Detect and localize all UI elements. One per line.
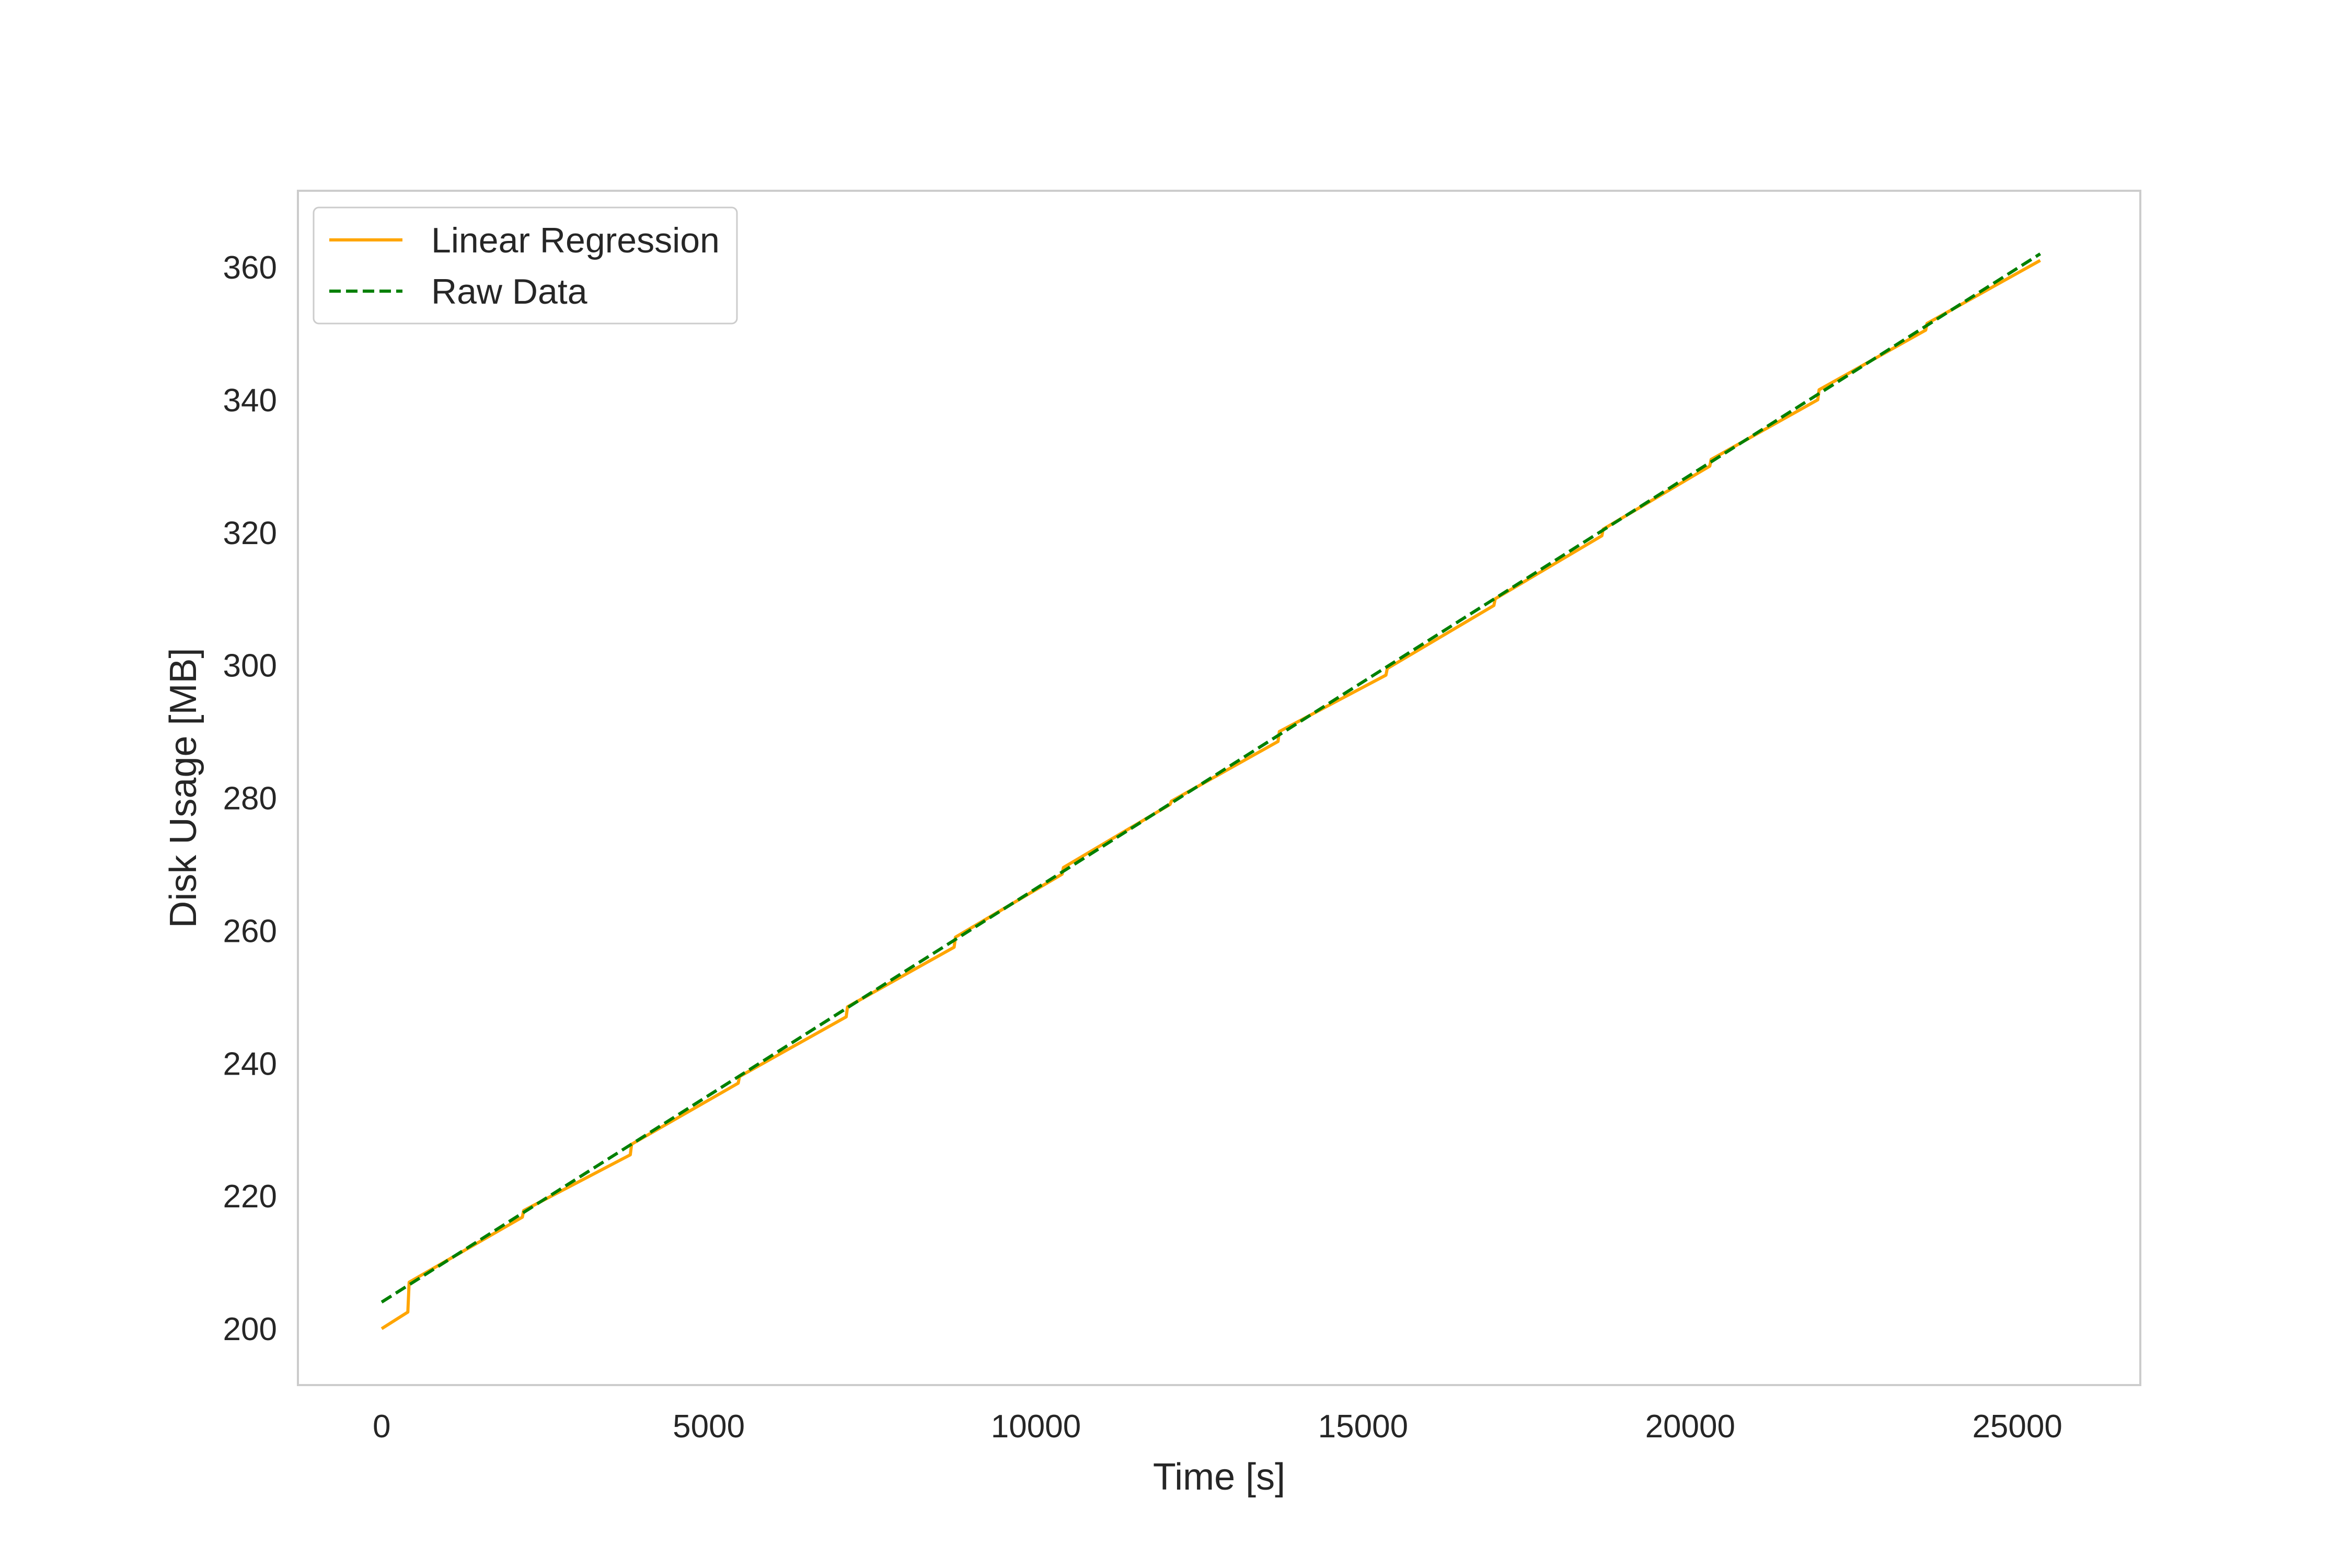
legend-label: Raw Data xyxy=(431,272,587,312)
y-tick-label: 280 xyxy=(223,781,277,817)
y-tick-label: 340 xyxy=(223,383,277,419)
x-tick-label: 15000 xyxy=(1318,1409,1408,1445)
y-axis-ticks: 200 220 240 260 280 300 320 340 360 xyxy=(223,250,277,1347)
y-tick-label: 220 xyxy=(223,1179,277,1215)
legend: Linear Regression Raw Data xyxy=(313,206,738,325)
y-tick-label: 300 xyxy=(223,648,277,684)
y-tick-label: 320 xyxy=(223,515,277,551)
x-axis-label: Time [s] xyxy=(1153,1456,1285,1498)
x-tick-label: 25000 xyxy=(1972,1409,2062,1445)
y-tick-label: 260 xyxy=(223,913,277,949)
y-axis-label: Disk Usage [MB] xyxy=(163,648,204,928)
x-tick-label: 0 xyxy=(373,1409,390,1445)
y-tick-label: 360 xyxy=(223,250,277,286)
y-tick-label: 200 xyxy=(223,1311,277,1347)
x-tick-label: 10000 xyxy=(991,1409,1081,1445)
x-tick-label: 20000 xyxy=(1645,1409,1735,1445)
series-line-raw-data xyxy=(381,252,2042,1304)
legend-box xyxy=(313,206,738,325)
x-tick-label: 5000 xyxy=(673,1409,745,1445)
series-layer xyxy=(381,252,2042,1330)
plot-area xyxy=(297,190,2141,1386)
legend-label: Linear Regression xyxy=(431,221,720,260)
x-axis-ticks: 0 5000 10000 15000 20000 25000 xyxy=(373,1409,2062,1445)
y-tick-label: 240 xyxy=(223,1046,277,1082)
